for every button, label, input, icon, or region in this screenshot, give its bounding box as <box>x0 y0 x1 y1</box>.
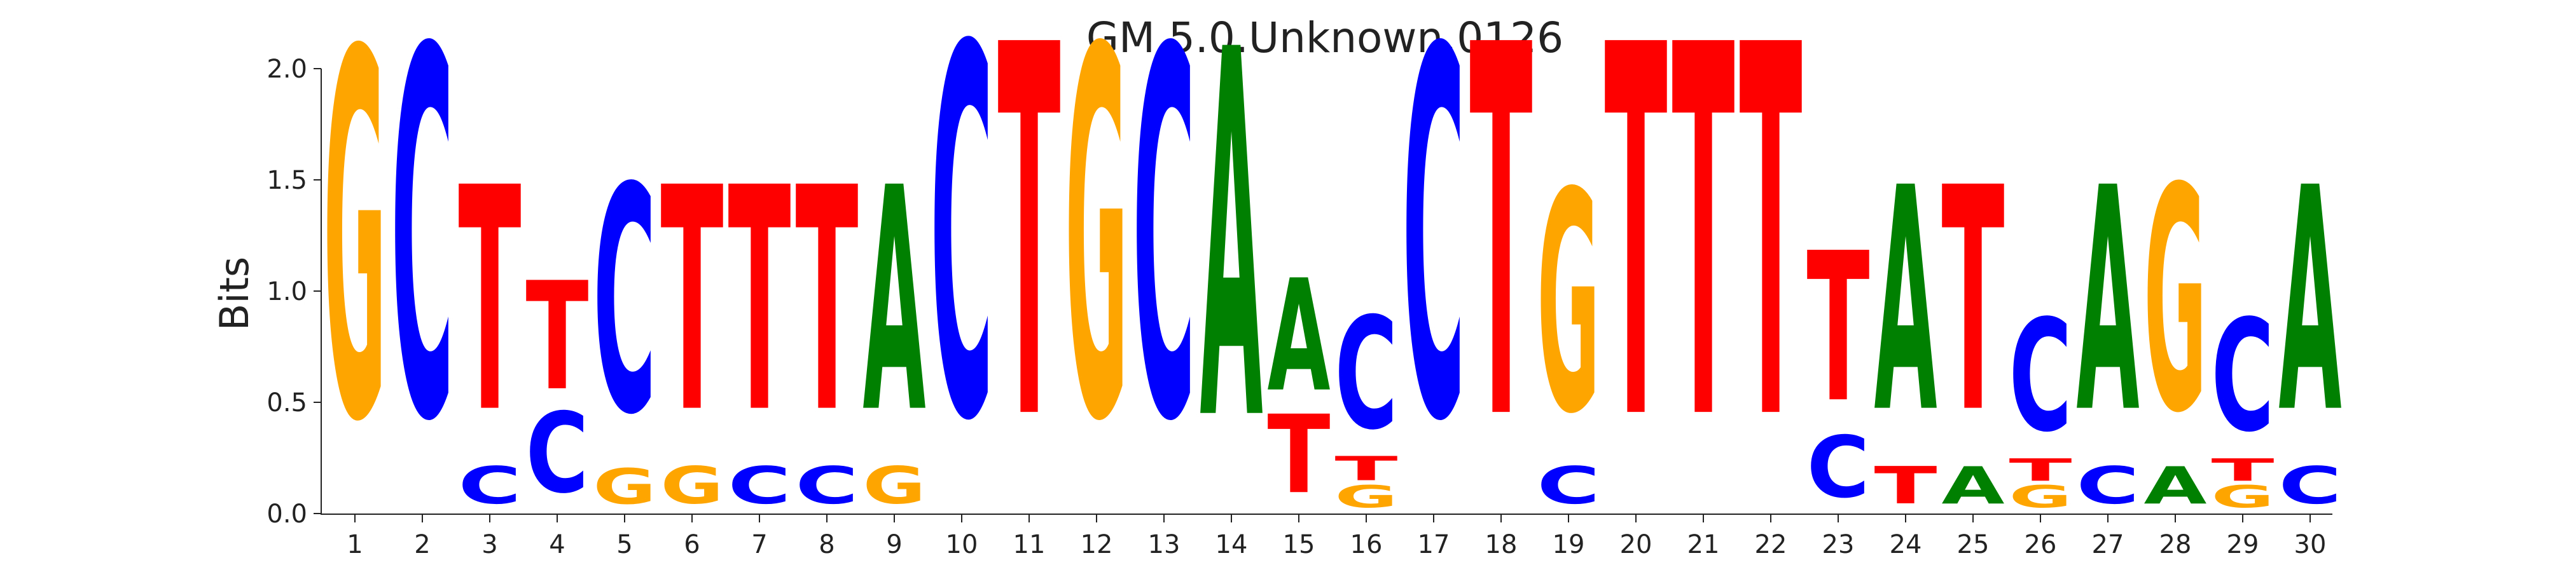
x-tick-label: 30 <box>2294 530 2327 559</box>
y-axis-label: Bits <box>211 257 258 330</box>
logo-letter-c: C <box>1133 0 1196 533</box>
logo-letter-t: T <box>1470 0 1534 532</box>
chart-title: GM.5.0.Unknown.0126 <box>1086 13 1563 62</box>
logo-letter-t: T <box>661 123 724 481</box>
x-tick-label: 12 <box>1081 530 1113 559</box>
x-tick-label: 2 <box>414 530 430 559</box>
logo-letter-t: T <box>1335 449 1398 488</box>
logo-letter-g: G <box>2009 479 2072 515</box>
y-tick-label: 1.5 <box>267 166 307 195</box>
logo-letter-c: C <box>391 0 454 533</box>
logo-letter-a: A <box>1268 247 1331 426</box>
x-tick-label: 18 <box>1485 530 1518 559</box>
logo-letter-g: G <box>593 458 656 515</box>
x-tick-label: 25 <box>1957 530 1990 559</box>
logo-letter-t: T <box>459 123 522 481</box>
logo-letter-t: T <box>1874 456 1937 515</box>
logo-letter-g: G <box>1335 479 1398 515</box>
logo-letter-c: C <box>1335 285 1398 465</box>
y-tick-label: 2.0 <box>267 55 307 84</box>
logo-letter-c: C <box>1402 0 1465 533</box>
logo-letter-a: A <box>1942 456 2005 516</box>
x-tick-label: 4 <box>549 530 565 559</box>
logo-letter-g: G <box>2212 479 2275 515</box>
x-tick-label: 6 <box>684 530 700 559</box>
logo-letter-g: G <box>2144 123 2207 481</box>
y-tick-label: 0.0 <box>267 500 307 529</box>
logo-letter-t: T <box>1807 209 1870 447</box>
logo-letter-c: C <box>931 0 994 533</box>
logo-letter-g: G <box>1537 128 1600 480</box>
x-tick-label: 29 <box>2227 530 2259 559</box>
x-tick-label: 14 <box>1215 530 1248 559</box>
logo-letter-t: T <box>1740 0 1803 532</box>
logo-letter-a: A <box>2077 123 2140 480</box>
y-tick-label: 0.5 <box>267 388 307 418</box>
logo-letter-a: A <box>1874 123 1938 480</box>
logo-letter-a: A <box>2279 123 2343 480</box>
logo-letter-c: C <box>1807 418 1870 517</box>
logo-letter-c: C <box>526 390 589 518</box>
x-tick-label: 1 <box>347 530 363 559</box>
logo-letter-c: C <box>796 456 859 516</box>
logo-letter-a: A <box>863 123 927 480</box>
logo-letter-g: G <box>863 456 926 516</box>
x-tick-label: 27 <box>2092 530 2124 559</box>
logo-letter-t: T <box>1942 123 2005 481</box>
logo-letter-c: C <box>728 456 791 516</box>
x-tick-label: 26 <box>2025 530 2057 559</box>
x-tick-label: 10 <box>946 530 978 559</box>
logo-letter-t: T <box>1268 393 1331 519</box>
x-axis: 1 2 3 4 5 6 7 8 9 10 11 12 13 14 15 16 17 18 19 20 21 22 23 24 2… <box>321 514 2332 559</box>
logo-letter-c: C <box>1537 456 1600 516</box>
x-tick-label: 16 <box>1350 530 1383 559</box>
x-tick-label: 11 <box>1013 530 1046 559</box>
x-tick-label: 3 <box>481 530 497 559</box>
logo-letter-t: T <box>1605 0 1668 532</box>
logo-letter-t: T <box>2009 453 2072 488</box>
y-tick-label: 1.0 <box>267 277 307 306</box>
logo-letter-c: C <box>593 123 656 483</box>
x-tick-label: 15 <box>1283 530 1315 559</box>
x-tick-label: 8 <box>819 530 834 559</box>
logo-letter-c: C <box>2279 456 2342 516</box>
logo-letter-t: T <box>728 123 792 481</box>
logo-letter-c: C <box>2077 456 2140 516</box>
x-tick-label: 22 <box>1755 530 1787 559</box>
logo-letter-t: T <box>1672 0 1736 532</box>
logo-letter-g: G <box>1065 0 1128 532</box>
logo-letter-t: T <box>526 250 589 423</box>
logo-letter-t: T <box>2212 453 2275 488</box>
x-tick-label: 17 <box>1418 530 1450 559</box>
x-tick-label: 5 <box>616 530 632 559</box>
logo-letter-c: C <box>2009 287 2072 466</box>
x-tick-label: 7 <box>751 530 767 559</box>
logo-letter-g: G <box>661 456 724 516</box>
logo-letter-a: A <box>1200 0 1264 533</box>
x-tick-label: 23 <box>1822 530 1855 559</box>
logo-letter-t: T <box>998 0 1062 532</box>
logo-letter-g: G <box>324 0 387 533</box>
logo-letter-c: C <box>2212 287 2275 466</box>
x-tick-label: 13 <box>1148 530 1181 559</box>
logo-letter-t: T <box>796 123 859 481</box>
x-tick-label: 19 <box>1553 530 1585 559</box>
x-tick-label: 28 <box>2159 530 2192 559</box>
y-axis: 0.0 0.5 1.0 1.5 2.0 <box>267 55 322 529</box>
x-tick-label: 20 <box>1620 530 1652 559</box>
x-tick-label: 24 <box>1890 530 1922 559</box>
x-tick-label: 9 <box>886 530 902 559</box>
logo-letter-a: A <box>2144 456 2207 516</box>
x-tick-label: 21 <box>1687 530 1720 559</box>
logo-letter-c: C <box>459 456 522 516</box>
